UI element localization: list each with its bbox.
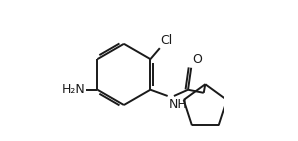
Text: H₂N: H₂N: [62, 83, 86, 96]
Text: Cl: Cl: [161, 34, 173, 47]
Text: NH: NH: [168, 98, 187, 111]
Text: O: O: [192, 53, 202, 66]
